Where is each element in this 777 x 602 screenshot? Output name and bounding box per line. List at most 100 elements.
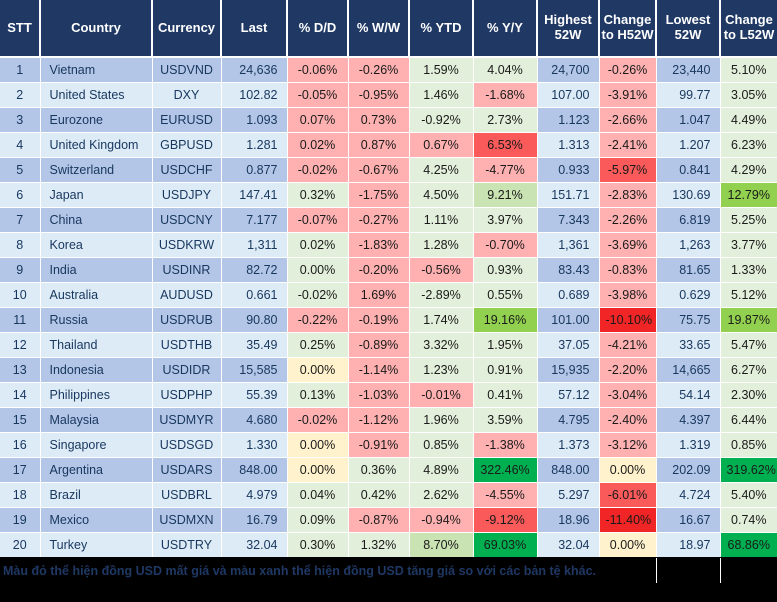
cell-pct-ww: 0.42% xyxy=(347,482,410,508)
cell-change-l52w: 6.27% xyxy=(719,357,777,383)
cell-pct-ww: -1.75% xyxy=(347,182,410,208)
col-header-last: Last xyxy=(220,0,288,58)
col-header-stt: STT xyxy=(0,0,41,58)
cell-last: 7.177 xyxy=(220,207,288,233)
cell-pct-dd: 0.07% xyxy=(286,107,349,133)
cell-highest-52w: 1.373 xyxy=(536,432,600,458)
cell-lowest-52w: 1.319 xyxy=(655,432,721,458)
cell-change-h52w: -2.40% xyxy=(598,407,657,433)
cell-country: United Kingdom xyxy=(39,132,153,158)
cell-stt: 9 xyxy=(0,257,41,283)
cell-lowest-52w: 23,440 xyxy=(655,56,721,83)
table-row: 4 United Kingdom GBPUSD 1.281 0.02% 0.87% 0.67… xyxy=(0,132,777,158)
cell-pct-yy: -1.68% xyxy=(472,82,538,108)
col-header-ytd: % YTD xyxy=(408,0,474,58)
cell-highest-52w: 32.04 xyxy=(536,532,600,558)
cell-pct-dd: -0.02% xyxy=(286,282,349,308)
cell-currency: EURUSD xyxy=(151,107,222,133)
cell-pct-ww: 0.73% xyxy=(347,107,410,133)
footer-empty-cell-2 xyxy=(720,558,777,583)
cell-pct-yy: 9.21% xyxy=(472,182,538,208)
cell-stt: 16 xyxy=(0,432,41,458)
cell-last: 35.49 xyxy=(220,332,288,358)
cell-pct-ww: -1.83% xyxy=(347,232,410,258)
cell-stt: 20 xyxy=(0,532,41,558)
cell-currency: USDPHP xyxy=(151,382,222,408)
table-row: 18 Brazil USDBRL 4.979 0.04% 0.42% 2.62% -4.55%… xyxy=(0,482,777,508)
cell-change-h52w: 0.00% xyxy=(598,457,657,483)
cell-pct-ww: 0.87% xyxy=(347,132,410,158)
cell-pct-dd: 0.00% xyxy=(286,457,349,483)
cell-country: Russia xyxy=(39,307,153,333)
cell-change-h52w: -2.20% xyxy=(598,357,657,383)
cell-change-l52w: 319.62% xyxy=(719,457,777,483)
cell-currency: USDBRL xyxy=(151,482,222,508)
cell-change-l52w: 3.77% xyxy=(719,232,777,258)
col-header-change-l52w: Change to L52W xyxy=(719,0,777,58)
cell-pct-ytd: -0.56% xyxy=(408,257,474,283)
cell-pct-ytd: -2.89% xyxy=(408,282,474,308)
cell-highest-52w: 1.313 xyxy=(536,132,600,158)
cell-stt: 15 xyxy=(0,407,41,433)
cell-pct-ww: 1.69% xyxy=(347,282,410,308)
cell-highest-52w: 107.00 xyxy=(536,82,600,108)
cell-country: Philippines xyxy=(39,382,153,408)
cell-highest-52w: 57.12 xyxy=(536,382,600,408)
cell-currency: USDIDR xyxy=(151,357,222,383)
cell-change-h52w: -3.98% xyxy=(598,282,657,308)
cell-stt: 6 xyxy=(0,182,41,208)
cell-pct-yy: 0.91% xyxy=(472,357,538,383)
cell-pct-ww: -0.27% xyxy=(347,207,410,233)
cell-currency: USDSGD xyxy=(151,432,222,458)
cell-currency: DXY xyxy=(151,82,222,108)
cell-change-h52w: -0.83% xyxy=(598,257,657,283)
cell-change-h52w: -10.10% xyxy=(598,307,657,333)
cell-lowest-52w: 0.841 xyxy=(655,157,721,183)
cell-lowest-52w: 33.65 xyxy=(655,332,721,358)
cell-last: 1,311 xyxy=(220,232,288,258)
footer-note: Màu đỏ thể hiện đồng USD mất giá và màu … xyxy=(3,563,597,578)
cell-currency: USDCHF xyxy=(151,157,222,183)
cell-currency: GBPUSD xyxy=(151,132,222,158)
cell-change-h52w: -2.26% xyxy=(598,207,657,233)
cell-pct-ytd: -0.92% xyxy=(408,107,474,133)
cell-lowest-52w: 75.75 xyxy=(655,307,721,333)
cell-pct-ytd: 1.59% xyxy=(408,56,474,83)
cell-pct-ytd: 1.23% xyxy=(408,357,474,383)
cell-pct-dd: -0.05% xyxy=(286,82,349,108)
cell-stt: 8 xyxy=(0,232,41,258)
cell-change-l52w: 19.87% xyxy=(719,307,777,333)
table-row: 19 Mexico USDMXN 16.79 0.09% -0.87% -0.94% -9.1… xyxy=(0,507,777,533)
cell-pct-yy: 322.46% xyxy=(472,457,538,483)
cell-change-h52w: -6.01% xyxy=(598,482,657,508)
currency-table: STT Country Currency Last % D/D % W/W % … xyxy=(0,0,777,558)
table-row: 13 Indonesia USDIDR 15,585 0.00% -1.14% 1.23% 0… xyxy=(0,357,777,383)
cell-lowest-52w: 1.207 xyxy=(655,132,721,158)
cell-change-l52w: 12.79% xyxy=(719,182,777,208)
cell-pct-dd: -0.02% xyxy=(286,157,349,183)
cell-last: 90.80 xyxy=(220,307,288,333)
cell-pct-ww: -0.67% xyxy=(347,157,410,183)
cell-highest-52w: 151.71 xyxy=(536,182,600,208)
cell-change-l52w: 5.25% xyxy=(719,207,777,233)
cell-currency: USDCNY xyxy=(151,207,222,233)
cell-change-l52w: 6.23% xyxy=(719,132,777,158)
cell-pct-ww: -0.95% xyxy=(347,82,410,108)
table-row: 5 Switzerland USDCHF 0.877 -0.02% -0.67% 4.25%… xyxy=(0,157,777,183)
cell-currency: USDTHB xyxy=(151,332,222,358)
cell-change-h52w: -2.66% xyxy=(598,107,657,133)
cell-currency: USDKRW xyxy=(151,232,222,258)
cell-currency: USDVND xyxy=(151,56,222,83)
table-row: 8 Korea USDKRW 1,311 0.02% -1.83% 1.28% -0.70% 1… xyxy=(0,232,777,258)
cell-pct-dd: 0.00% xyxy=(286,357,349,383)
cell-pct-yy: 0.55% xyxy=(472,282,538,308)
table-row: 6 Japan USDJPY 147.41 0.32% -1.75% 4.50% 9.21% 1… xyxy=(0,182,777,208)
cell-pct-yy: 0.93% xyxy=(472,257,538,283)
cell-change-l52w: 5.12% xyxy=(719,282,777,308)
cell-change-l52w: 5.47% xyxy=(719,332,777,358)
cell-currency: USDTRY xyxy=(151,532,222,558)
cell-country: Japan xyxy=(39,182,153,208)
cell-last: 1.330 xyxy=(220,432,288,458)
cell-pct-yy: -1.38% xyxy=(472,432,538,458)
